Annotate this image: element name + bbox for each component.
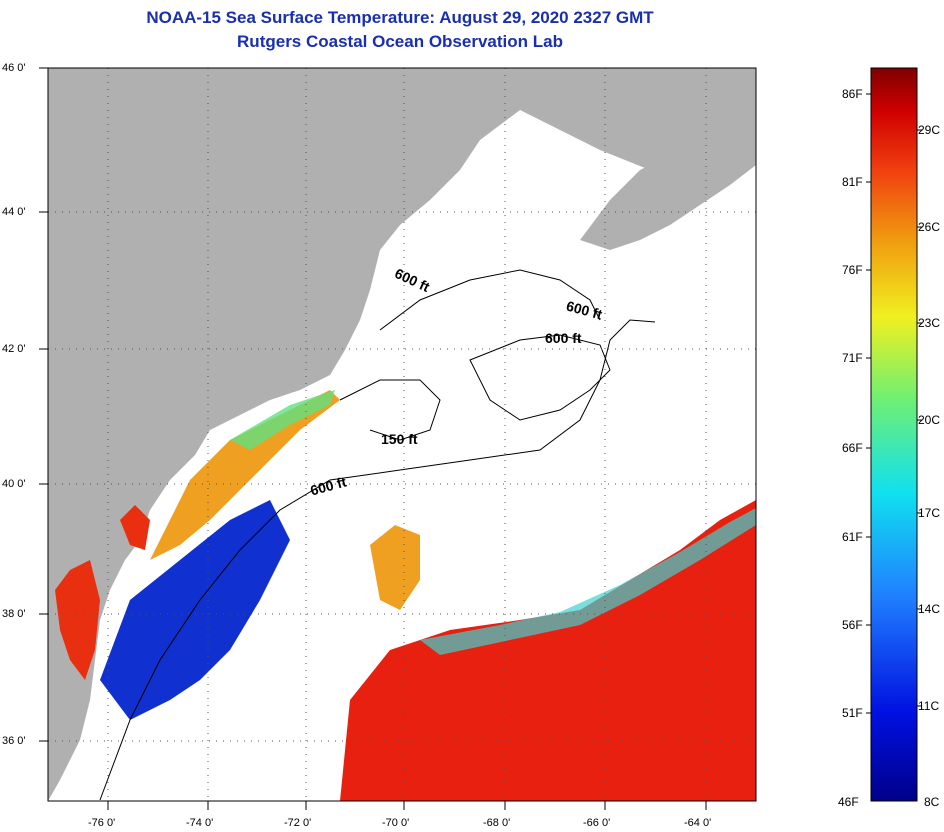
land-nova-scotia [580, 120, 756, 250]
lat-label: 40 0' [2, 478, 26, 490]
colorbar-f-label: 81F [842, 175, 863, 189]
colorbar-f-label: 46F [838, 795, 859, 809]
colorbar [870, 67, 918, 802]
map-frame [47, 67, 757, 802]
sst-mid-water [150, 390, 340, 560]
colorbar-c-label: 17C [918, 506, 941, 520]
colorbar-f-label: 56F [842, 618, 863, 632]
sst-cold-water [100, 500, 290, 720]
lon-label: -72 0' [284, 817, 312, 829]
lat-label: 44 0' [2, 206, 26, 218]
colorbar-f-label: 76F [842, 263, 863, 277]
colorbar-c-label: 29C [918, 123, 941, 137]
lon-label: -70 0' [382, 817, 410, 829]
bay-delaware [120, 505, 150, 550]
lon-label: -74 0' [186, 817, 214, 829]
colorbar-f-label: 71F [842, 351, 863, 365]
map-subtitle: Rutgers Coastal Ocean Observation Lab [237, 32, 563, 51]
colorbar-c-label: 8C [924, 795, 940, 809]
map-title: NOAA-15 Sea Surface Temperature: August … [146, 8, 654, 27]
lon-label: -64 0' [684, 817, 712, 829]
colorbar-f-label: 51F [842, 706, 863, 720]
colorbar-c-label: 14C [918, 602, 941, 616]
colorbar-c-label: 23C [918, 316, 941, 330]
sst-green-band [230, 390, 335, 450]
depth-label: 150 ft [381, 431, 418, 447]
lon-label: -66 0' [583, 817, 611, 829]
lat-label: 46 0' [2, 62, 26, 74]
contour-line [99, 319, 656, 801]
lon-label: -76 0' [88, 817, 116, 829]
colorbar-ticks [866, 93, 922, 714]
sst-patch-orange [370, 525, 420, 610]
lat-label: 38 0' [2, 608, 26, 620]
colorbar-c-label: 20C [918, 413, 941, 427]
depth-label: 600 ft [545, 330, 582, 346]
sst-warm-cyan-edge [420, 508, 756, 655]
frame-ticks [39, 67, 707, 810]
colorbar-f-label: 66F [842, 441, 863, 455]
colorbar-c-label: 11C [918, 699, 940, 713]
contour-line [339, 379, 441, 441]
bay-chesapeake [55, 560, 100, 680]
contour-line [469, 334, 611, 421]
land-mainland [48, 68, 756, 801]
lat-label: 42 0' [2, 343, 26, 355]
colorbar-f-label: 61F [842, 530, 863, 544]
colorbar-f-label: 86F [842, 87, 863, 101]
lon-label: -68 0' [483, 817, 511, 829]
colorbar-c-label: 26C [918, 220, 941, 234]
contour-line [379, 269, 601, 331]
lat-label: 36 0' [2, 735, 26, 747]
